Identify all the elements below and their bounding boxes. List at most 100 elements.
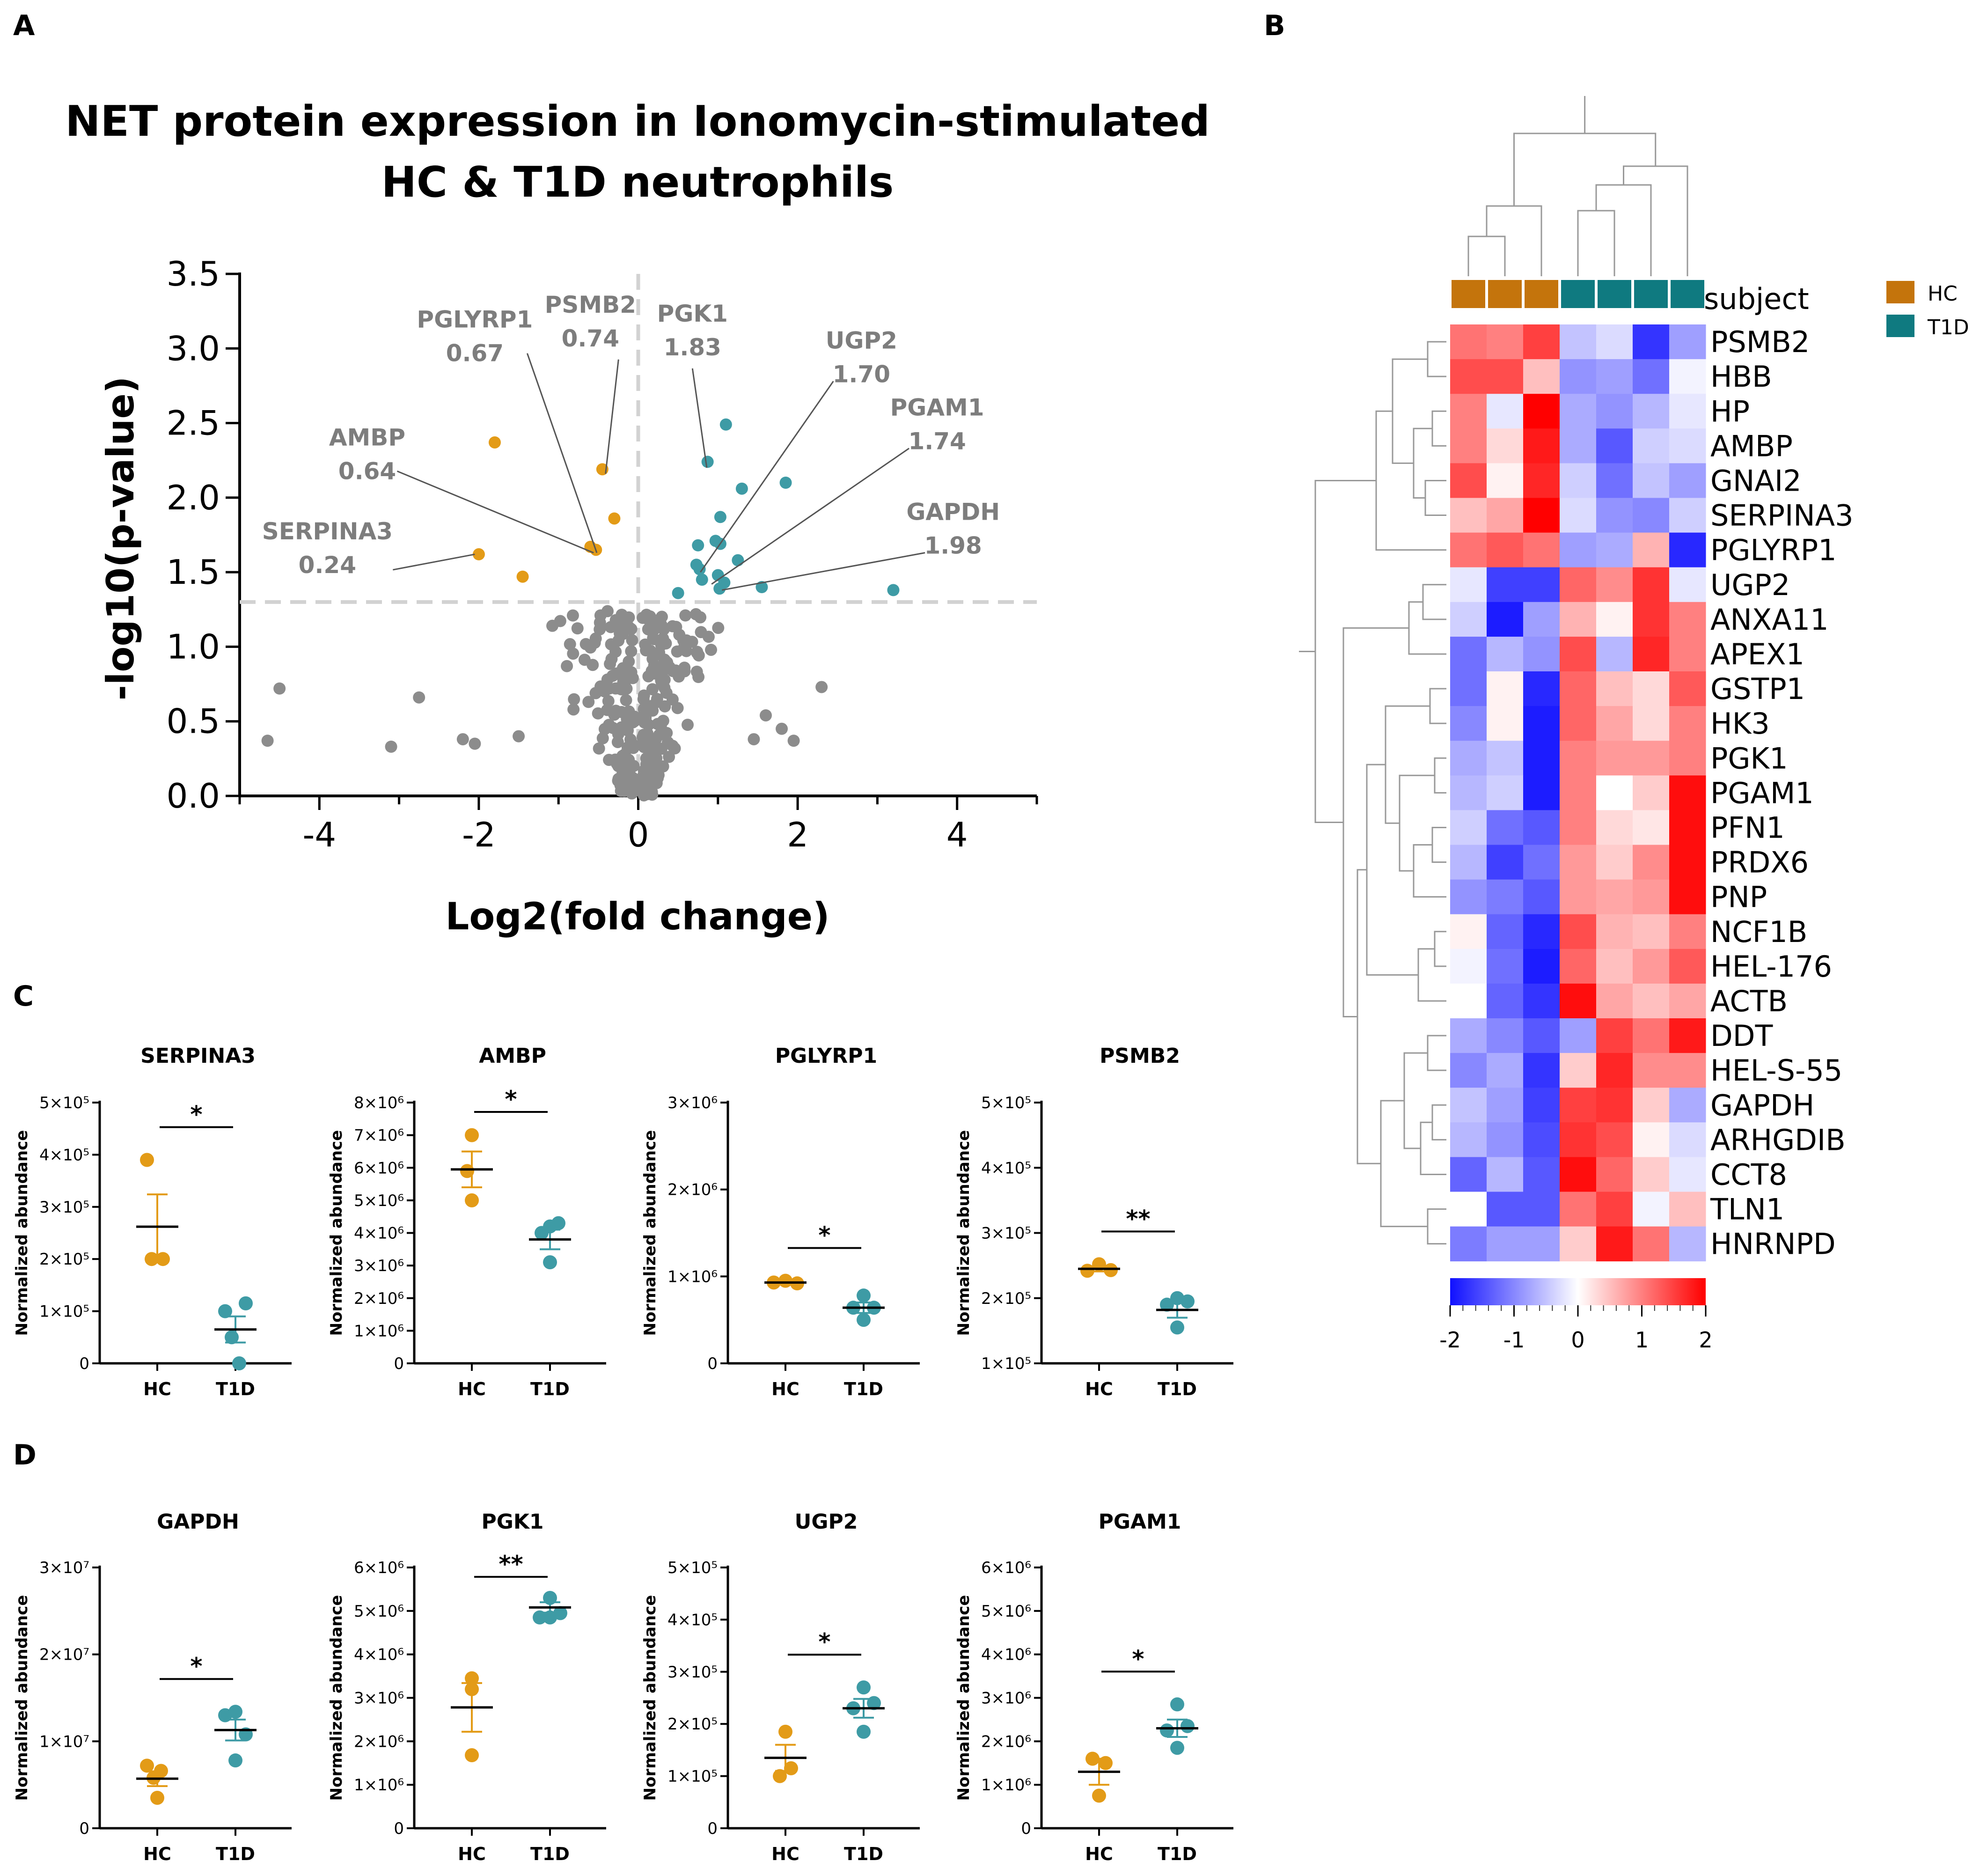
heatmap-cell [1560, 949, 1597, 984]
heatmap-cell [1669, 706, 1706, 741]
heatmap-column-dendrogram-branch [1486, 205, 1542, 276]
heatmap-legend-swatch-hc [1886, 281, 1914, 303]
heatmap-cell [1633, 394, 1670, 429]
volcano-point-nonsignificant [413, 691, 425, 704]
dot-plot-point-t1d [857, 1724, 871, 1739]
heatmap-cell [1450, 983, 1487, 1019]
volcano-y-tick-label: 1.0 [166, 627, 220, 666]
heatmap-row-dendrogram-branch [1413, 844, 1446, 898]
volcano-point-nonsignificant [657, 633, 669, 645]
heatmap-plot: subject PSMB2HBBHPAMBPGNAI2SERPINA3PGLYR… [1299, 96, 1969, 1353]
dot-plot-point-t1d [857, 1680, 871, 1695]
dot-plot-x-label-t1d: T1D [530, 1844, 570, 1864]
dot-plot-y-tick-label: 1×10⁵ [981, 1354, 1031, 1373]
volcano-x-axis-label: Log2(fold change) [445, 895, 829, 938]
heatmap-row-dendrogram-branch [1434, 931, 1446, 967]
dot-plot-y-tick-label: 3×10⁶ [981, 1689, 1031, 1708]
heatmap-cell [1633, 775, 1670, 810]
heatmap-cell [1669, 741, 1706, 776]
heatmap-row-label: DDT [1710, 1019, 1773, 1053]
dot-plot-pgam1: PGAM1 0 1×10⁶ 2×10⁶ 3×10⁶ 4×10⁶ 5×10⁶ 6×10⁶ HC T1… [954, 1510, 1233, 1864]
heatmap-cell [1669, 498, 1706, 533]
volcano-point-nonsignificant [620, 623, 632, 636]
heatmap-cell [1633, 1018, 1670, 1053]
heatmap-cell [1523, 359, 1560, 394]
volcano-annotation-leader [526, 353, 598, 553]
volcano-point-nonsignificant [627, 738, 640, 751]
heatmap-cell [1633, 1192, 1670, 1227]
volcano-point-nonsignificant [625, 645, 638, 657]
heatmap-row-label: PSMB2 [1710, 325, 1810, 359]
heatmap-legend-label-hc: HC [1928, 282, 1958, 306]
heatmap-cell [1487, 498, 1524, 533]
dot-plot-point-hc [1092, 1788, 1106, 1803]
heatmap-cell [1633, 532, 1670, 568]
volcano-point-nonsignificant [587, 659, 599, 671]
heatmap-cell [1523, 324, 1560, 360]
volcano-point-nonsignificant [571, 622, 584, 635]
dot-plot-y-axis-label: Normalized abundance [327, 1595, 346, 1801]
dot-plot-point-t1d [543, 1255, 557, 1270]
volcano-point-up [714, 511, 726, 523]
heatmap-cell [1596, 741, 1633, 776]
volcano-point-nonsignificant [602, 695, 615, 707]
heatmap-cell [1523, 671, 1560, 706]
volcano-point-nonsignificant [646, 613, 659, 625]
dot-plot-significance-mark: * [818, 1628, 830, 1655]
volcano-point-nonsignificant [666, 620, 679, 633]
heatmap-cell [1487, 567, 1524, 603]
heatmap-cell [1487, 1018, 1524, 1053]
dot-plot-y-tick-label: 2×10⁶ [981, 1732, 1031, 1751]
volcano-title-line-1: NET protein expression in Ionomycin-stim… [65, 97, 1210, 146]
volcano-point-nonsignificant [650, 696, 663, 708]
heatmap-cell [1450, 949, 1487, 984]
volcano-point-nonsignificant [679, 609, 692, 622]
dot-plot-psmb2: PSMB2 1×10⁵ 2×10⁵ 3×10⁵ 4×10⁵ 5×10⁵ HC T1D Norma… [954, 1044, 1233, 1399]
volcano-point-nonsignificant [694, 611, 707, 624]
dot-plot-y-tick-label: 5×10⁵ [981, 1094, 1031, 1112]
dot-plot-y-tick-label: 3×10⁶ [354, 1689, 404, 1708]
heatmap-cell [1669, 775, 1706, 810]
volcano-point-nonsignificant [639, 776, 652, 789]
dot-plot-significance-mark: * [818, 1222, 830, 1249]
heatmap-row-dendrogram-branch [1385, 705, 1430, 824]
dot-plot-x-label-hc: HC [458, 1844, 486, 1864]
volcano-y-tick-label: 2.5 [166, 404, 220, 443]
heatmap-cell [1523, 1192, 1560, 1227]
dot-plot-point-t1d [533, 1610, 547, 1625]
volcano-y-tick-label: 0.0 [166, 776, 220, 816]
volcano-point-nonsignificant [615, 759, 628, 772]
heatmap-colorbar-tick-label: -2 [1439, 1327, 1461, 1353]
dot-plot-y-tick-label: 0 [1021, 1819, 1031, 1838]
heatmap-cell [1523, 1226, 1560, 1262]
dot-plot-y-axis-label: Normalized abundance [13, 1595, 31, 1801]
dot-plot-y-tick-label: 3×10⁵ [667, 1663, 718, 1682]
dot-plot-point-t1d [1170, 1320, 1184, 1335]
heatmap-column-dendrogram-branch [1513, 132, 1657, 206]
heatmap-cell [1487, 810, 1524, 845]
volcano-annotation-name: AMBP [329, 424, 405, 451]
dot-plot-point-t1d [543, 1610, 557, 1625]
heatmap-cell [1633, 1157, 1670, 1192]
heatmap-cell [1633, 914, 1670, 949]
heatmap-cell [1633, 498, 1670, 533]
heatmap-row-label: HP [1710, 394, 1750, 428]
heatmap-row-label: HK3 [1710, 706, 1770, 741]
heatmap-cell [1669, 810, 1706, 845]
dot-plots: SERPINA3 0 1×10⁵ 2×10⁵ 3×10⁵ 4×10⁵ 5×10⁵ HC T1D N… [13, 1044, 1233, 1864]
dot-plot-x-label-hc: HC [143, 1844, 171, 1864]
dot-plot-y-tick-label: 8×10⁶ [354, 1094, 404, 1112]
heatmap-cell [1450, 1122, 1487, 1157]
volcano-point-nonsignificant [637, 731, 649, 743]
heatmap-cell [1560, 532, 1597, 568]
volcano-point-nonsignificant [638, 703, 650, 715]
heatmap-cell [1450, 671, 1487, 706]
volcano-point-nonsignificant [695, 626, 707, 639]
heatmap-row-dendrogram-branch [1357, 869, 1381, 1164]
dot-plot-point-t1d [228, 1753, 242, 1768]
dot-plot-point-hc [460, 1164, 474, 1178]
heatmap-cell [1487, 845, 1524, 880]
volcano-point-nonsignificant [691, 646, 704, 658]
heatmap-cell [1450, 359, 1487, 394]
